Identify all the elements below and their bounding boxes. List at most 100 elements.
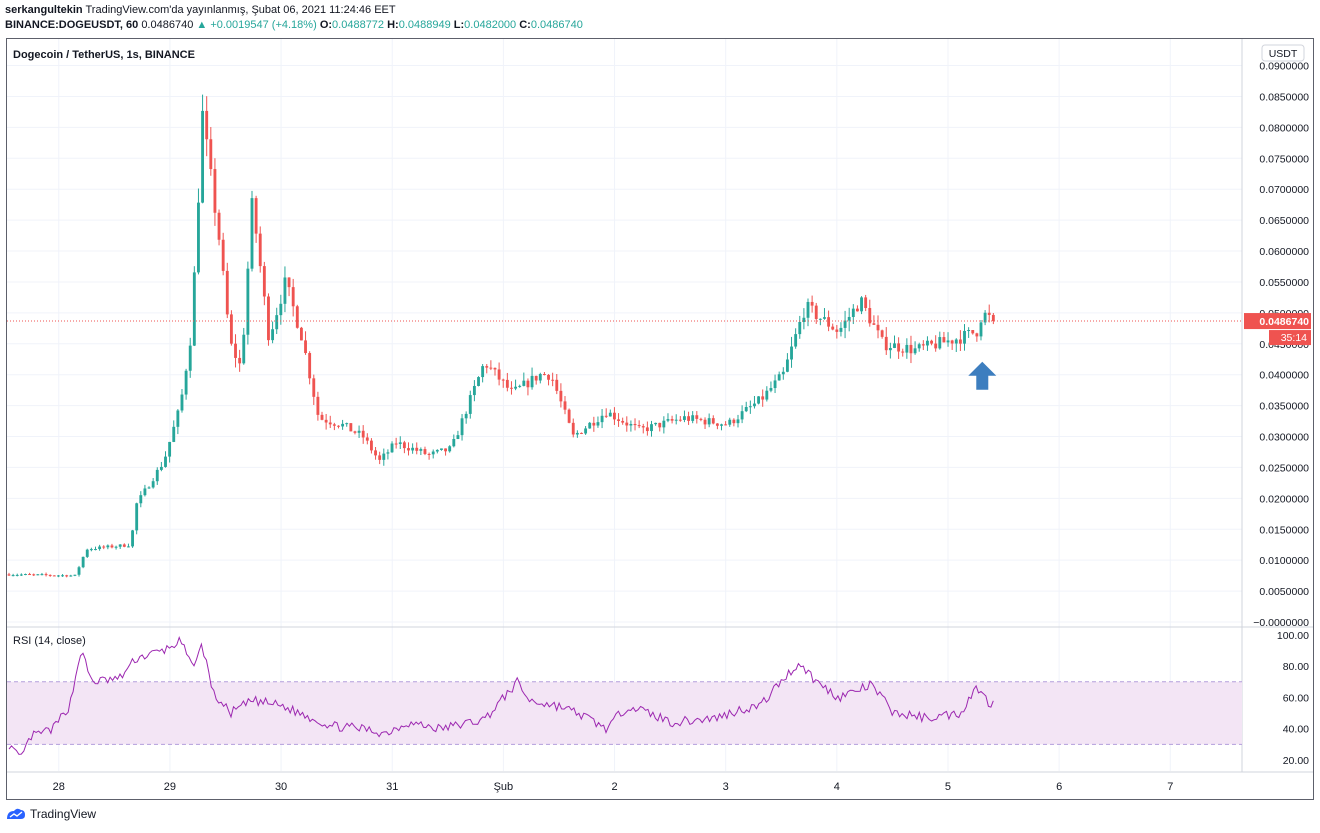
- candle-body: [847, 316, 851, 321]
- candle-body: [658, 422, 662, 428]
- candle-body: [930, 340, 933, 344]
- rsi-line: [8, 636, 994, 755]
- candle-body: [201, 110, 205, 203]
- candle-body: [798, 322, 802, 335]
- candle-body: [304, 340, 307, 354]
- candle-body: [641, 426, 645, 428]
- candle-body: [77, 567, 81, 575]
- candle-body: [127, 546, 130, 548]
- candle-body: [769, 388, 773, 391]
- candle-body: [382, 453, 386, 460]
- candle-body: [316, 396, 320, 415]
- y-tick-label: 0.0300000: [1259, 432, 1309, 444]
- candle-body: [188, 345, 192, 371]
- candle-body: [267, 296, 270, 341]
- candle-body: [370, 440, 373, 451]
- candle-body: [670, 419, 674, 421]
- publish-date: TradingView.com'da yayınlanmış, Şubat 06…: [85, 4, 396, 16]
- y-tick-label: 0.0600000: [1259, 246, 1309, 258]
- candle-body: [979, 322, 983, 337]
- candle-body: [757, 396, 761, 404]
- open-value: 0.0488772: [332, 19, 385, 31]
- close-label: C:: [519, 19, 531, 31]
- x-tick-label: 29: [164, 781, 176, 793]
- candle-body: [551, 379, 555, 381]
- candle-body: [435, 449, 439, 452]
- candle-body: [522, 380, 526, 386]
- rsi-title: RSI (14, close): [13, 635, 86, 647]
- candle-body: [213, 169, 217, 213]
- candle-body: [427, 453, 431, 455]
- candle-body: [485, 366, 489, 368]
- candle-body: [73, 574, 77, 576]
- candle-body: [139, 495, 143, 504]
- y-tick-label: 0.0650000: [1259, 215, 1309, 227]
- candle-body: [567, 409, 571, 423]
- candle-body: [24, 574, 27, 576]
- y-tick-label: 0.0400000: [1259, 370, 1309, 382]
- candle-body: [880, 330, 884, 337]
- candle-body: [106, 545, 110, 548]
- x-tick-label: 28: [53, 781, 65, 793]
- chart-svg[interactable]: 0.0900000 0.0850000 0.0800000 0.0750000 0.07…: [7, 39, 1313, 799]
- candle-body: [963, 330, 966, 344]
- candles: [7, 94, 995, 578]
- candle-body: [192, 272, 196, 346]
- candle-body: [942, 337, 946, 343]
- candle-body: [472, 385, 476, 396]
- candle-body: [279, 303, 283, 316]
- candle-body: [361, 430, 365, 438]
- rsi-tick-label: 40.00: [1283, 724, 1309, 736]
- candle-body: [415, 447, 419, 451]
- candle-body: [699, 418, 703, 420]
- x-tick-label: 3: [723, 781, 729, 793]
- candle-body: [926, 340, 929, 346]
- candle-body: [275, 315, 279, 330]
- candle-body: [102, 546, 106, 548]
- candle-body: [85, 549, 89, 557]
- candle-body: [365, 437, 369, 441]
- y-tick-label: 0.0100000: [1259, 555, 1309, 567]
- candle-body: [308, 353, 312, 379]
- candle-body: [843, 320, 847, 328]
- currency-badge: [1261, 44, 1305, 62]
- low-value: 0.0482000: [464, 19, 517, 31]
- candle-body: [448, 446, 452, 452]
- candle-body: [36, 574, 40, 576]
- candle-body: [291, 287, 295, 307]
- candle-body: [806, 301, 810, 318]
- high-label: H:: [387, 19, 399, 31]
- candle-body: [40, 574, 44, 576]
- y-tick-label: 0.0900000: [1259, 61, 1309, 73]
- candle-body: [637, 425, 641, 427]
- candle-body: [765, 390, 769, 400]
- candle-body: [584, 428, 588, 434]
- candle-body: [151, 481, 155, 488]
- candle-body: [514, 386, 518, 389]
- candle-body: [180, 394, 184, 411]
- candle-body: [802, 317, 806, 323]
- candle-body: [19, 574, 23, 576]
- candle-body: [526, 380, 530, 388]
- candle-body: [555, 379, 559, 391]
- candle-body: [662, 420, 666, 428]
- candle-body: [423, 449, 427, 454]
- candle-body: [402, 442, 406, 449]
- candle-body: [983, 312, 987, 323]
- candle-body: [720, 424, 723, 426]
- chart-frame[interactable]: 0.0900000 0.0850000 0.0800000 0.0750000 0.07…: [6, 38, 1314, 800]
- candle-body: [386, 452, 390, 454]
- candle-body: [332, 424, 336, 426]
- y-tick-label: 0.0200000: [1259, 493, 1309, 505]
- candle-body: [736, 419, 740, 424]
- candle-body: [851, 308, 855, 317]
- candle-body: [868, 308, 872, 324]
- x-tick-label: 30: [275, 781, 287, 793]
- candle-body: [89, 549, 93, 551]
- candle-body: [501, 379, 505, 381]
- x-tick-label: 2: [611, 781, 617, 793]
- last-value: 0.0486740: [141, 19, 194, 31]
- candle-body: [617, 419, 620, 421]
- rsi-tick-label: 100.00: [1277, 630, 1309, 642]
- candle-body: [888, 347, 892, 351]
